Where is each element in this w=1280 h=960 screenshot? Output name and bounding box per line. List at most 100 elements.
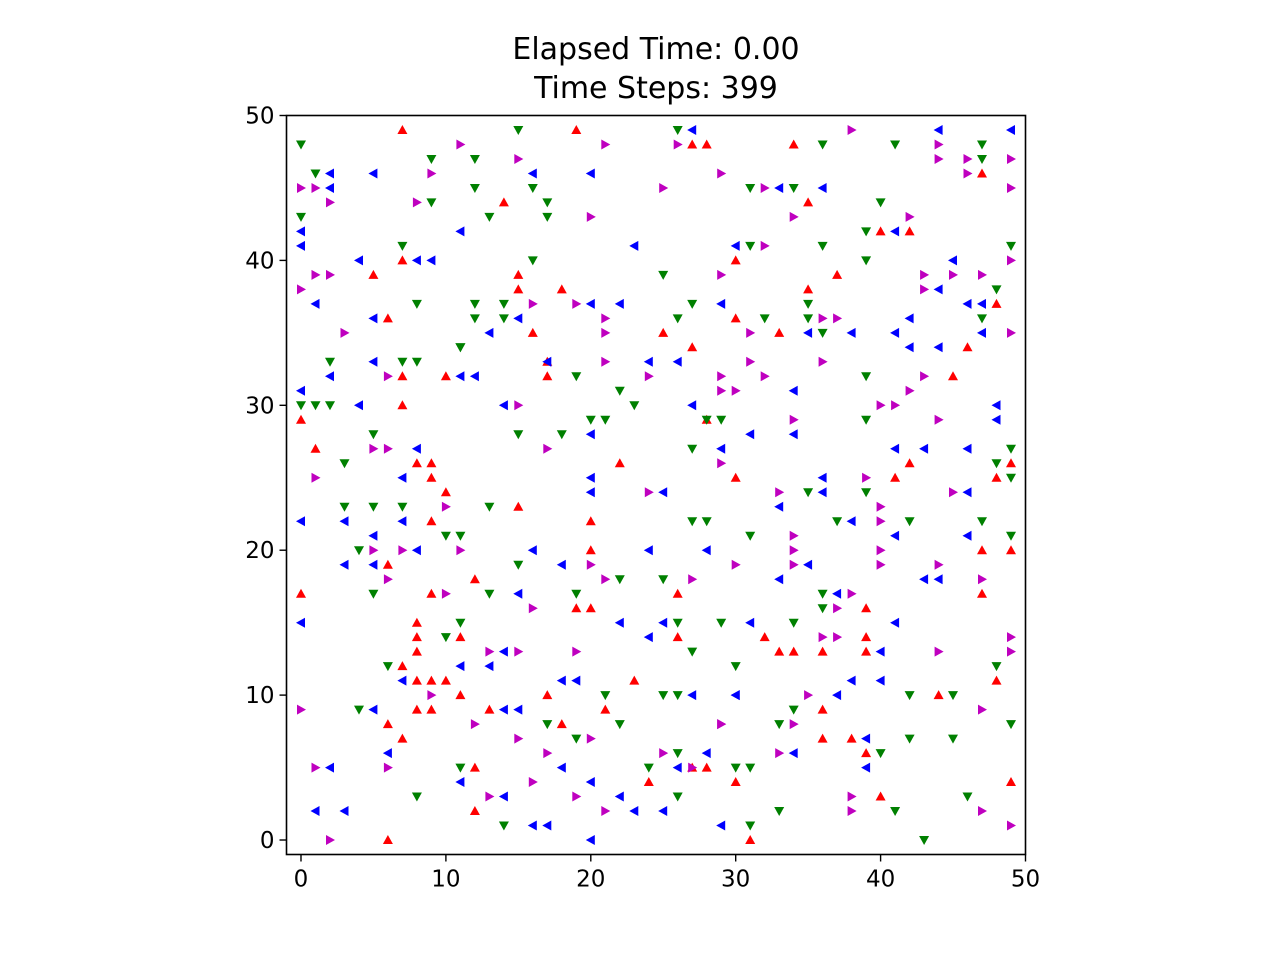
marker-left-110 (614, 791, 624, 802)
marker-down-2 (296, 140, 306, 150)
marker-up-62 (455, 632, 466, 642)
marker-down-96 (730, 662, 741, 672)
marker-left-62 (817, 472, 827, 483)
marker-down-124 (962, 792, 973, 802)
marker-down-121 (498, 821, 509, 831)
marker-left-64 (296, 516, 305, 527)
marker-left-123 (629, 806, 639, 816)
marker-down-39 (759, 314, 770, 324)
marker-left-17 (426, 255, 436, 266)
marker-down-14 (788, 184, 799, 193)
marker-up-43 (991, 472, 1002, 482)
marker-left-54 (962, 443, 972, 454)
marker-down-16 (484, 212, 495, 222)
marker-up-11 (368, 269, 379, 279)
marker-down-37 (803, 314, 814, 324)
marker-right-70 (369, 545, 379, 556)
marker-down-30 (469, 299, 480, 309)
marker-down-24 (745, 241, 756, 251)
marker-right-93 (427, 690, 437, 701)
x-tick-label: 40 (866, 867, 895, 893)
marker-left-34 (977, 327, 986, 338)
marker-up-9 (904, 226, 915, 236)
marker-left-105 (832, 690, 842, 701)
marker-left-86 (774, 574, 784, 585)
marker-up-30 (962, 342, 973, 352)
marker-down-59 (368, 430, 379, 440)
marker-right-51 (920, 371, 930, 382)
marker-right-36 (1007, 327, 1016, 338)
marker-down-75 (701, 517, 712, 527)
marker-down-29 (411, 299, 422, 309)
marker-down-82 (513, 560, 524, 570)
marker-left-74 (701, 545, 711, 556)
marker-up-3 (788, 139, 799, 149)
marker-up-13 (513, 269, 524, 279)
marker-up-16 (513, 284, 524, 294)
marker-right-112 (775, 748, 785, 759)
marker-up-12 (730, 255, 741, 265)
marker-right-99 (789, 719, 799, 730)
marker-right-45 (717, 371, 727, 382)
marker-up-65 (774, 646, 785, 656)
marker-up-55 (585, 603, 596, 613)
marker-right-19 (586, 211, 596, 222)
marker-right-25 (717, 269, 727, 280)
marker-up-15 (382, 313, 393, 323)
marker-left-38 (455, 371, 465, 382)
x-tick-label: 0 (294, 867, 309, 893)
marker-up-25 (687, 342, 698, 352)
marker-up-83 (382, 719, 393, 729)
marker-right-6 (514, 154, 524, 164)
marker-right-30 (978, 269, 987, 280)
marker-down-63 (1006, 444, 1016, 454)
marker-left-58 (919, 443, 929, 454)
marker-down-105 (774, 720, 785, 730)
marker-down-32 (469, 314, 480, 324)
x-tick-label: 30 (721, 867, 750, 893)
marker-right-107 (383, 762, 393, 773)
marker-down-113 (745, 763, 756, 773)
marker-right-9 (297, 183, 306, 193)
marker-down-80 (1006, 531, 1016, 541)
marker-left-27 (962, 298, 972, 309)
marker-left-65 (339, 516, 349, 527)
marker-up-23 (774, 327, 785, 337)
marker-right-16 (326, 197, 335, 208)
marker-down-48 (296, 401, 306, 411)
marker-left-101 (875, 675, 885, 686)
marker-right-32 (528, 298, 538, 309)
marker-left-4 (368, 168, 378, 179)
marker-left-119 (310, 806, 320, 816)
marker-right-114 (847, 806, 857, 816)
marker-right-91 (1007, 646, 1016, 657)
marker-left-76 (846, 516, 856, 527)
marker-right-4 (934, 139, 944, 150)
marker-right-74 (601, 574, 611, 585)
marker-right-95 (514, 646, 524, 657)
marker-down-92 (788, 618, 799, 628)
marker-down-28 (991, 285, 1002, 295)
marker-right-53 (876, 400, 886, 411)
marker-right-106 (311, 762, 321, 773)
marker-left-71 (339, 559, 349, 570)
marker-left-30 (803, 327, 813, 338)
marker-down-22 (817, 241, 828, 251)
marker-left-79 (933, 574, 943, 585)
marker-down-31 (498, 299, 509, 309)
marker-right-8 (963, 154, 973, 164)
marker-down-126 (455, 343, 466, 353)
marker-down-5 (977, 140, 987, 150)
marker-left-11 (296, 240, 305, 251)
marker-down-7 (426, 155, 437, 164)
marker-up-45 (426, 516, 437, 526)
marker-down-93 (382, 662, 393, 672)
marker-up-34 (310, 443, 321, 453)
marker-right-44 (644, 371, 654, 382)
marker-left-94 (455, 661, 465, 672)
marker-down-88 (817, 604, 828, 614)
marker-up-94 (469, 806, 480, 815)
marker-left-61 (658, 487, 668, 498)
marker-down-98 (600, 691, 611, 701)
